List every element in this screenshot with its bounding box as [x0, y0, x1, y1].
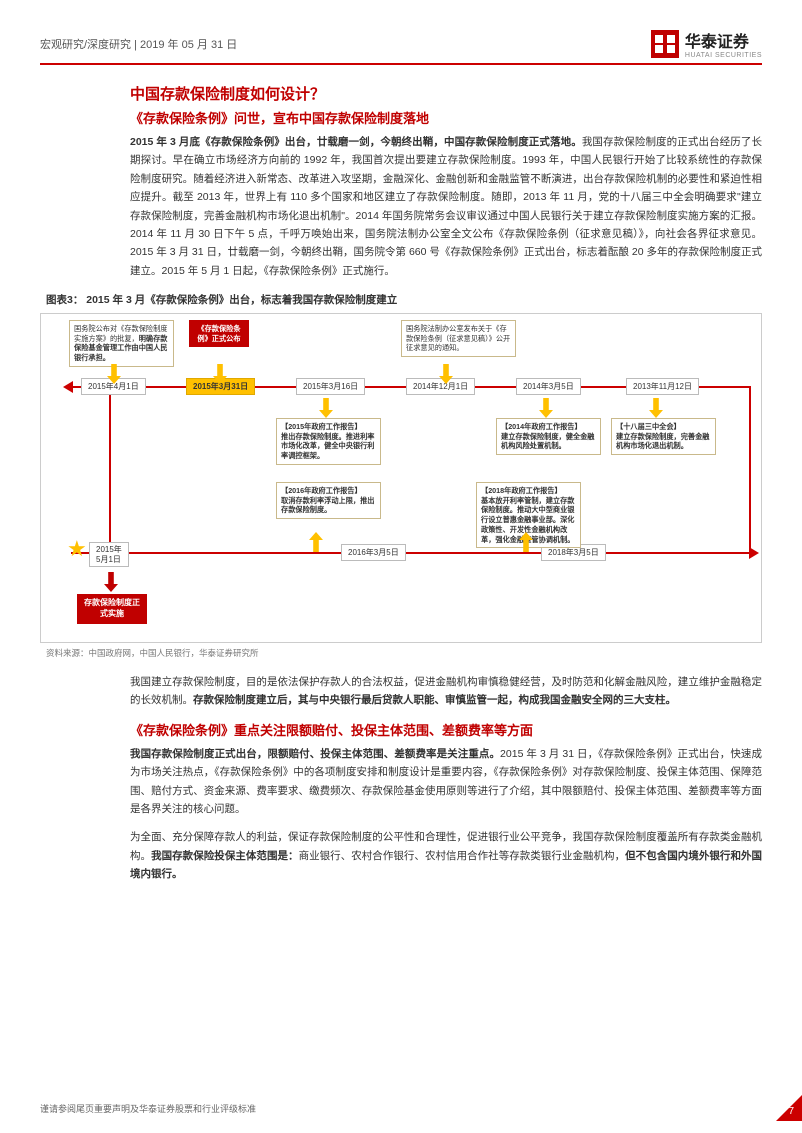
p2b: 存款保险制度建立后，其与中央银行最后贷款人职能、审慎监管一起，构成我国金融安全网… [193, 694, 676, 706]
callout: 【2016年政府工作报告】取消存款利率浮动上限，推出存款保险制度。 [276, 482, 381, 519]
date-node: 2015年3月16日 [296, 378, 365, 395]
callout: 【十八届三中全会】建立存款保险制度，完善金融机构市场化退出机制。 [611, 418, 716, 455]
section-subtitle-1: 《存款保险条例》问世，宣布中国存款保险制度落地 [130, 108, 762, 127]
arrow-left-icon [63, 381, 73, 393]
section-title: 中国存款保险制度如何设计？ [130, 83, 762, 104]
star-date: 2015年 5月1日 [89, 542, 129, 567]
callout: 【2015年政府工作报告】推出存款保险制度。推进利率市场化改革，健全中央银行利率… [276, 418, 381, 465]
header-meta: 宏观研究/深度研究 | 2019 年 05 月 31 日 [40, 36, 237, 52]
timeline-bottom-line [71, 552, 751, 554]
timeline-chart: 2015年4月1日2015年3月31日2015年3月16日2014年12月1日2… [40, 313, 762, 643]
page-number: 7 [788, 1106, 794, 1117]
callout: 《存款保险条例》正式公布 [189, 320, 249, 347]
arrow-down-icon [649, 398, 663, 418]
p4c: 商业银行、农村合作银行、农村信用合作社等存款类银行业金融机构， [299, 850, 626, 862]
paragraph-1: 2015 年 3 月底《存款保险条例》出台，廿载磨一剑，今朝终出鞘，中国存款保险… [130, 133, 762, 280]
arrow-down-red-icon [104, 572, 118, 592]
logo-cn: 华泰证券 [685, 28, 762, 52]
logo: 华泰证券 HUATAI SECURITIES [651, 28, 762, 59]
paragraph-2: 我国建立存款保险制度，目的是依法保护存款人的合法权益，促进金融机构审慎稳健经营，… [130, 673, 762, 710]
p1-lead: 2015 年 3 月底《存款保险条例》出台，廿载磨一剑，今朝终出鞘，中国存款保险… [130, 136, 582, 148]
timeline-down-connector [109, 386, 111, 552]
footer: 谨请参阅尾页重要声明及华泰证券股票和行业评级标准 [40, 1102, 762, 1115]
star-icon: ★ [67, 536, 87, 562]
disclaimer: 谨请参阅尾页重要声明及华泰证券股票和行业评级标准 [40, 1102, 256, 1115]
date-node: 2014年3月5日 [516, 378, 581, 395]
logo-en: HUATAI SECURITIES [685, 52, 762, 59]
header: 宏观研究/深度研究 | 2019 年 05 月 31 日 华泰证券 HUATAI… [40, 28, 762, 65]
huatai-logo-icon [651, 30, 679, 58]
date-node: 2016年3月5日 [341, 544, 406, 561]
chart-title: 图表3： 2015 年 3 月《存款保险条例》出台，标志着我国存款保险制度建立 [46, 292, 762, 307]
page: 宏观研究/深度研究 | 2019 年 05 月 31 日 华泰证券 HUATAI… [0, 0, 802, 1133]
p4b: 我国存款保险投保主体范围是： [151, 850, 298, 862]
p1-body: 我国存款保险制度的正式出台经历了长期探讨。早在确立市场经济方向前的 1992 年… [130, 136, 762, 277]
callout: 【2014年政府工作报告】建立存款保险制度，健全金融机构风险处置机制。 [496, 418, 601, 455]
final-callout: 存款保险制度正式实施 [77, 594, 147, 624]
section-subtitle-2: 《存款保险条例》重点关注限额赔付、投保主体范围、差额费率等方面 [130, 720, 762, 739]
arrow-down-icon [539, 398, 553, 418]
chart-source: 资料来源：中国政府网，中国人民银行，华泰证券研究所 [46, 647, 762, 659]
arrow-down-icon [319, 398, 333, 418]
arrow-up-icon [309, 532, 323, 552]
paragraph-3: 我国存款保险制度正式出台，限额赔付、投保主体范围、差额费率是关注重点。2015 … [130, 745, 762, 819]
callout: 国务院公布对《存款保险制度实施方案》的批复，明确存款保险基金管理工作由中国人民银… [69, 320, 174, 367]
paragraph-4: 为全面、充分保障存款人的利益，保证存款保险制度的公平性和合理性，促进银行业公平竞… [130, 828, 762, 883]
date-node: 2014年12月1日 [406, 378, 475, 395]
date-node: 2013年11月12日 [626, 378, 699, 395]
timeline-connector [749, 386, 751, 554]
p3-lead: 我国存款保险制度正式出台，限额赔付、投保主体范围、差额费率是关注重点。 [130, 748, 500, 760]
callout: 国务院法制办公室发布关于《存款保险条例（征求意见稿）》公开征求意见的通知。 [401, 320, 516, 357]
